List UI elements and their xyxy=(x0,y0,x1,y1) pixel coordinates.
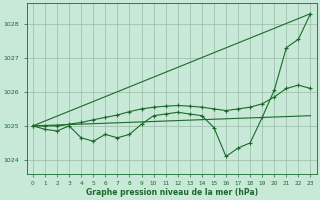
X-axis label: Graphe pression niveau de la mer (hPa): Graphe pression niveau de la mer (hPa) xyxy=(86,188,258,197)
